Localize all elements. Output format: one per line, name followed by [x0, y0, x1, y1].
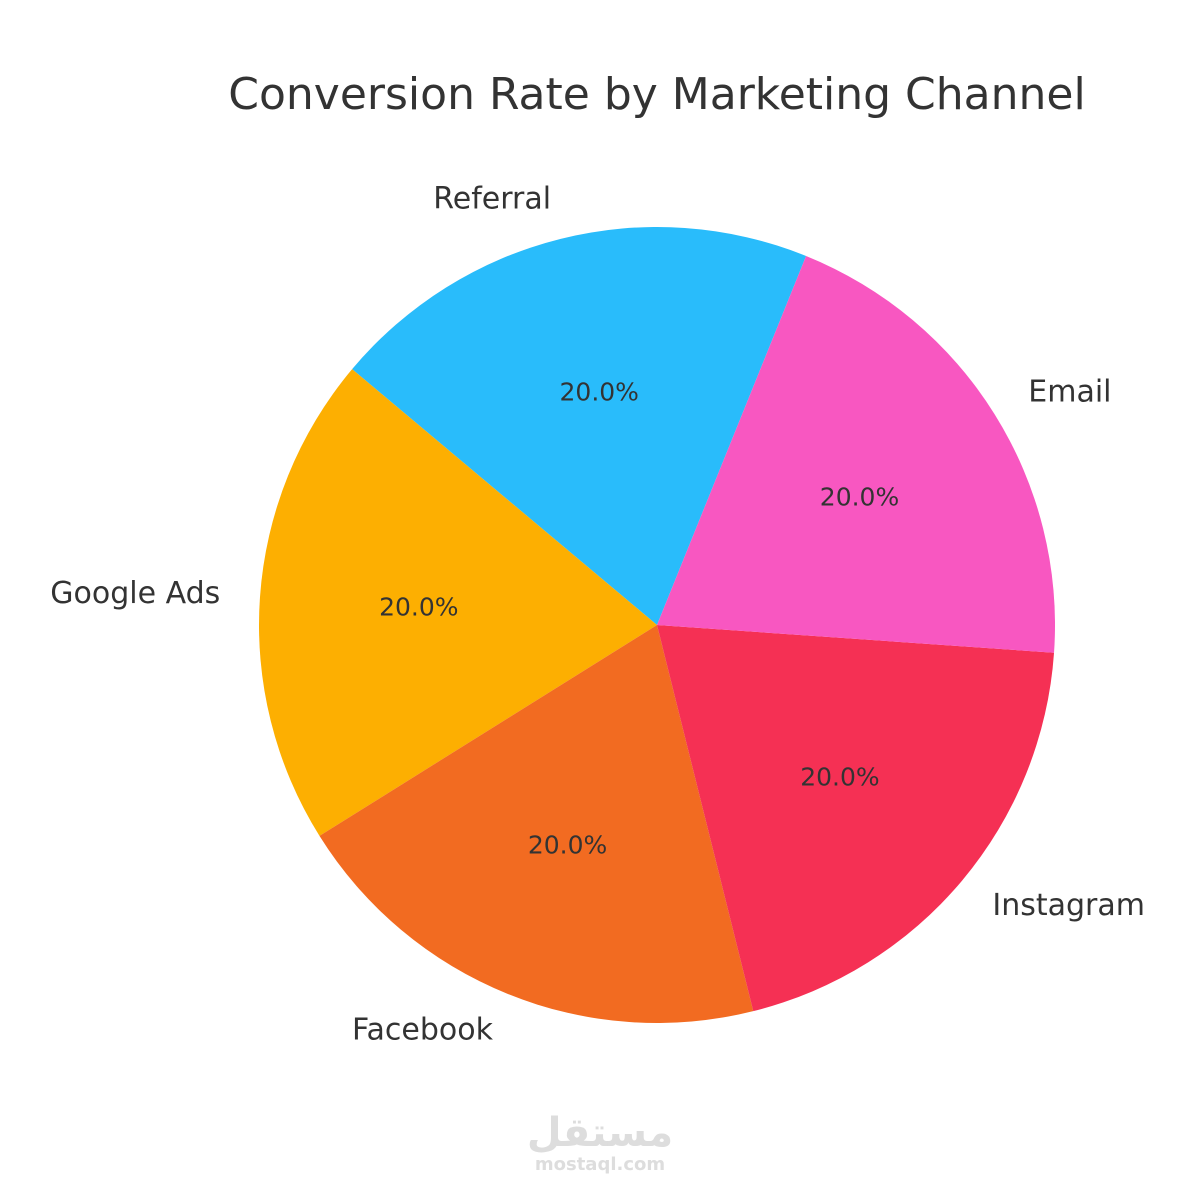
slice-label: Facebook	[352, 1012, 494, 1047]
watermark-site: mostaql.com	[535, 1154, 665, 1175]
pie-slice	[657, 255, 1055, 653]
slice-label: Instagram	[992, 888, 1145, 923]
pie-slice	[259, 369, 657, 836]
pie-slice	[352, 227, 807, 626]
slice-label: Referral	[433, 182, 551, 217]
value-label: 20.0%	[820, 482, 899, 511]
slice-label: Google Ads	[50, 576, 220, 611]
pie-slice	[319, 625, 754, 1023]
watermark-logo: مستقل	[527, 1110, 673, 1156]
slice-label: Email	[1028, 375, 1111, 410]
value-label: 20.0%	[800, 762, 879, 791]
value-label: 20.0%	[379, 592, 458, 621]
value-label: 20.0%	[560, 377, 639, 406]
value-label: 20.0%	[528, 830, 607, 859]
chart-title: Conversion Rate by Marketing Channel	[228, 69, 1085, 120]
pie-slice	[657, 625, 1055, 1012]
